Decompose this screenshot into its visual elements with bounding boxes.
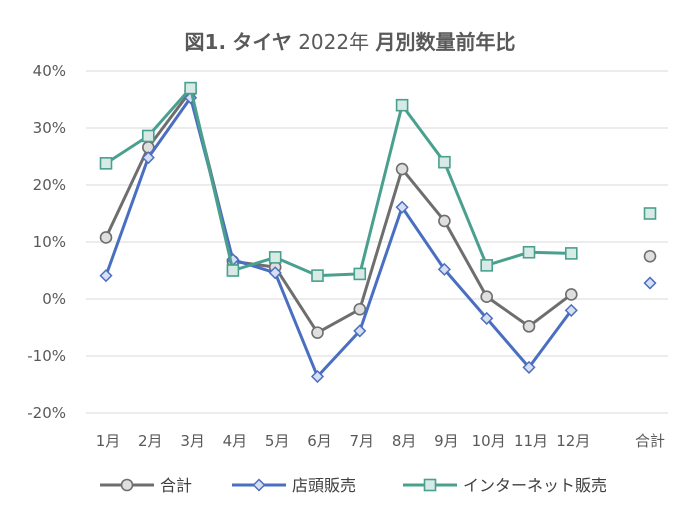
y-tick-label: 10% <box>33 233 66 251</box>
legend-label: 店頭販売 <box>292 476 356 495</box>
x-tick-label: 12月 <box>556 432 590 450</box>
legend-marker <box>120 478 134 492</box>
data-point <box>438 155 451 169</box>
chart-title: 図1. タイヤ 2022年 月別数量前年比 <box>185 30 516 54</box>
legend-marker <box>423 478 437 492</box>
data-point <box>353 302 367 316</box>
data-point-total <box>643 249 657 263</box>
data-point <box>311 326 324 339</box>
x-tick-label: 10月 <box>472 432 506 450</box>
data-point <box>480 259 494 272</box>
x-tick-label: 6月 <box>307 432 332 450</box>
data-point <box>522 320 536 333</box>
data-point <box>480 311 494 325</box>
data-point <box>395 162 409 176</box>
chart-title-product: タイヤ <box>232 30 291 54</box>
gridlines <box>86 70 668 414</box>
data-point <box>268 266 282 280</box>
data-point-total <box>643 276 657 290</box>
x-tick-label: 8月 <box>392 432 417 450</box>
y-tick-label: -10% <box>27 347 66 365</box>
x-tick-label: 5月 <box>265 432 290 450</box>
chart-title-rest: 月別数量前年比 <box>374 30 515 54</box>
legend-item: 店頭販売 <box>232 476 356 495</box>
series-group <box>99 81 657 384</box>
y-tick-label: -20% <box>27 404 66 422</box>
y-axis: 40% 30% 20% 10% 0% -10% -20% <box>27 62 66 422</box>
chart-title-year: 2022年 <box>298 30 369 54</box>
data-point <box>226 264 240 277</box>
x-tick-label: 4月 <box>223 432 248 450</box>
legend-item: インターネット販売 <box>403 476 607 495</box>
data-point <box>395 98 409 112</box>
x-tick-label: 7月 <box>350 432 375 450</box>
series-line <box>104 89 573 335</box>
series-1 <box>99 91 657 384</box>
data-point <box>564 288 578 301</box>
data-point <box>395 200 409 214</box>
legend-marker <box>252 478 266 492</box>
data-point <box>310 369 325 384</box>
x-axis: 1月 2月 3月 4月 5月 6月 7月 8月 9月 10月 11月 12月 合計 <box>96 432 665 450</box>
y-tick-label: 30% <box>33 119 66 137</box>
series-2 <box>99 81 657 282</box>
x-tick-label: 1月 <box>96 432 121 450</box>
data-point <box>268 251 282 264</box>
x-tick-label: 9月 <box>434 432 459 450</box>
data-point <box>522 245 536 259</box>
legend-label: 合計 <box>160 476 192 495</box>
series-0 <box>99 84 657 339</box>
data-point <box>99 157 113 170</box>
x-tick-label-total: 合計 <box>635 432 665 450</box>
legend: 合計 店頭販売 インターネット販売 <box>100 476 607 495</box>
data-point <box>142 129 155 143</box>
data-point <box>480 290 494 304</box>
series-line <box>105 86 572 278</box>
series-line <box>104 96 573 379</box>
data-point <box>311 269 324 282</box>
legend-item: 合計 <box>100 476 192 495</box>
data-point <box>437 262 451 276</box>
y-tick-label: 20% <box>33 176 66 194</box>
data-point <box>564 303 578 317</box>
data-point <box>99 269 113 283</box>
data-point-total <box>643 207 657 220</box>
y-tick-label: 0% <box>42 290 66 308</box>
x-tick-label: 11月 <box>514 432 548 450</box>
x-tick-label: 2月 <box>138 432 163 450</box>
data-point <box>564 247 578 260</box>
chart-title-prefix: 図1. <box>185 30 227 54</box>
legend-label: インターネット販売 <box>463 476 607 495</box>
data-point <box>184 81 197 95</box>
x-tick-label: 3月 <box>180 432 205 450</box>
data-point <box>353 267 367 281</box>
data-point <box>438 214 451 228</box>
data-point <box>99 231 113 244</box>
data-point <box>353 324 367 338</box>
data-point <box>522 360 536 374</box>
y-tick-label: 40% <box>33 62 66 80</box>
data-point <box>141 151 155 165</box>
